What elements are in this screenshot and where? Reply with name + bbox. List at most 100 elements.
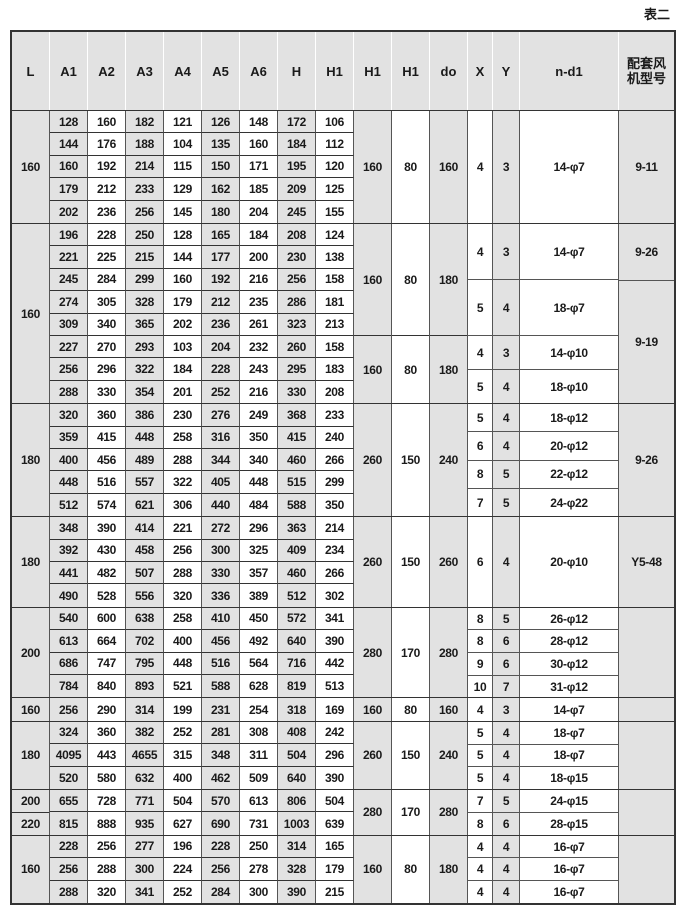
cell-y: 4 [493, 280, 519, 337]
table-cell: 935 [126, 812, 164, 835]
table-cell: 179 [50, 178, 88, 201]
table-cell: 400 [164, 630, 202, 653]
table-cell: 272 [202, 517, 240, 540]
table-cell: 613 [240, 789, 278, 813]
table-cell: 728 [88, 789, 126, 813]
table-cell: 250 [240, 835, 278, 859]
table-cell: 460 [278, 561, 316, 585]
cell-L: 160 [12, 111, 49, 223]
column-header: H1 [354, 32, 392, 110]
table-body: 160 128 160 182 121 126 148 172 106 144 176 188 104 1… [12, 111, 674, 903]
cell-x: 5 [468, 280, 492, 337]
table-cell: 655 [50, 789, 88, 813]
cell-h1b: 80 [392, 698, 429, 721]
column-do: 160 [430, 698, 468, 721]
cell-fan-model [619, 721, 674, 789]
column-x: 4 [468, 111, 493, 223]
cell-y: 3 [493, 111, 519, 223]
table-cell: 350 [240, 426, 278, 449]
table-cell: 212 [202, 291, 240, 314]
table-cell: 261 [240, 313, 278, 336]
table-cell: 357 [240, 561, 278, 585]
table-section: 180 320 360 386 230 276 249 368 233 359 415 448 258 3… [12, 404, 674, 518]
column-header: n-d1 [520, 32, 619, 110]
table-cell: 430 [88, 539, 126, 562]
table-cell: 202 [50, 200, 88, 223]
table-cell: 328 [126, 291, 164, 314]
table-cell: 340 [240, 448, 278, 472]
cell-fan-model [619, 789, 674, 835]
table-cell: 252 [202, 380, 240, 404]
table-cell: 458 [126, 539, 164, 562]
cell-y: 4 [493, 404, 519, 433]
table-cell: 348 [50, 517, 88, 540]
cell-y: 4 [493, 835, 519, 859]
table-cell: 392 [50, 539, 88, 562]
column-header: H1 [392, 32, 430, 110]
table-cell: 258 [164, 607, 202, 631]
cell-x: 4 [468, 224, 492, 281]
cell-do: 180 [430, 336, 467, 404]
table-cell: 296 [88, 358, 126, 381]
cell-nd: 28-φ15 [520, 812, 618, 835]
table-cell: 1003 [278, 812, 316, 835]
table-section: 160 128 160 182 121 126 148 172 106 144 176 188 104 1… [12, 111, 674, 224]
table-cell: 564 [240, 652, 278, 675]
table-cell: 588 [278, 493, 316, 517]
table-cell: 260 [278, 335, 316, 359]
table-cell: 350 [316, 493, 354, 517]
table-cell: 121 [164, 111, 202, 134]
table-cell: 512 [50, 493, 88, 517]
cell-h1b: 150 [392, 721, 429, 789]
cell-nd: 18-φ10 [520, 370, 618, 404]
table-cell: 456 [88, 448, 126, 472]
table-cell: 490 [50, 584, 88, 607]
cell-nd: 14-φ7 [520, 698, 618, 721]
table-cell: 509 [240, 766, 278, 789]
table-cell: 232 [240, 335, 278, 359]
table-cell: 181 [316, 291, 354, 314]
table-cell: 348 [202, 744, 240, 767]
table-cell: 365 [126, 313, 164, 336]
table-cell: 588 [202, 674, 240, 698]
cell-nd: 18-φ7 [520, 721, 618, 745]
column-nd: 24-φ15 28-φ15 [520, 789, 619, 835]
dimension-grid: 324 360 382 252 281 308 408 242 4095 443 4655 315 34… [50, 721, 354, 789]
column-L: 180 [12, 517, 50, 607]
table-cell: 184 [164, 358, 202, 381]
table-cell: 158 [316, 335, 354, 359]
column-header: do [430, 32, 468, 110]
column-h1b: 80 [392, 698, 430, 721]
table-cell: 228 [202, 358, 240, 381]
table-section: 200 540 600 638 258 410 450 572 341 613 664 702 400 4… [12, 607, 674, 699]
cell-x: 9 [468, 653, 492, 676]
table-cell: 196 [50, 224, 88, 247]
table-cell: 180 [202, 200, 240, 223]
column-x: 8 8 9 10 [468, 607, 493, 698]
table-cell: 270 [88, 335, 126, 359]
table-cell: 145 [164, 200, 202, 223]
table-cell: 155 [316, 200, 354, 223]
column-nd: 14-φ7 18-φ7 14-φ10 18-φ10 [520, 224, 619, 404]
table-cell: 893 [126, 674, 164, 698]
cell-L: 220 [12, 812, 49, 835]
table-cell: 256 [126, 200, 164, 223]
cell-do: 240 [430, 721, 467, 789]
table-cell: 214 [126, 155, 164, 179]
table-cell: 460 [278, 448, 316, 472]
table-cell: 300 [202, 539, 240, 562]
table-cell: 171 [240, 155, 278, 179]
column-L: 160 [12, 224, 50, 404]
table-cell: 296 [240, 517, 278, 540]
cell-nd: 16-φ7 [520, 858, 618, 882]
table-cell: 819 [278, 674, 316, 698]
table-cell: 177 [202, 246, 240, 269]
column-header: H1 [316, 32, 354, 110]
column-L: 160 [12, 111, 50, 223]
table-cell: 400 [50, 448, 88, 472]
table-cell: 277 [126, 835, 164, 859]
table-cell: 300 [240, 880, 278, 903]
